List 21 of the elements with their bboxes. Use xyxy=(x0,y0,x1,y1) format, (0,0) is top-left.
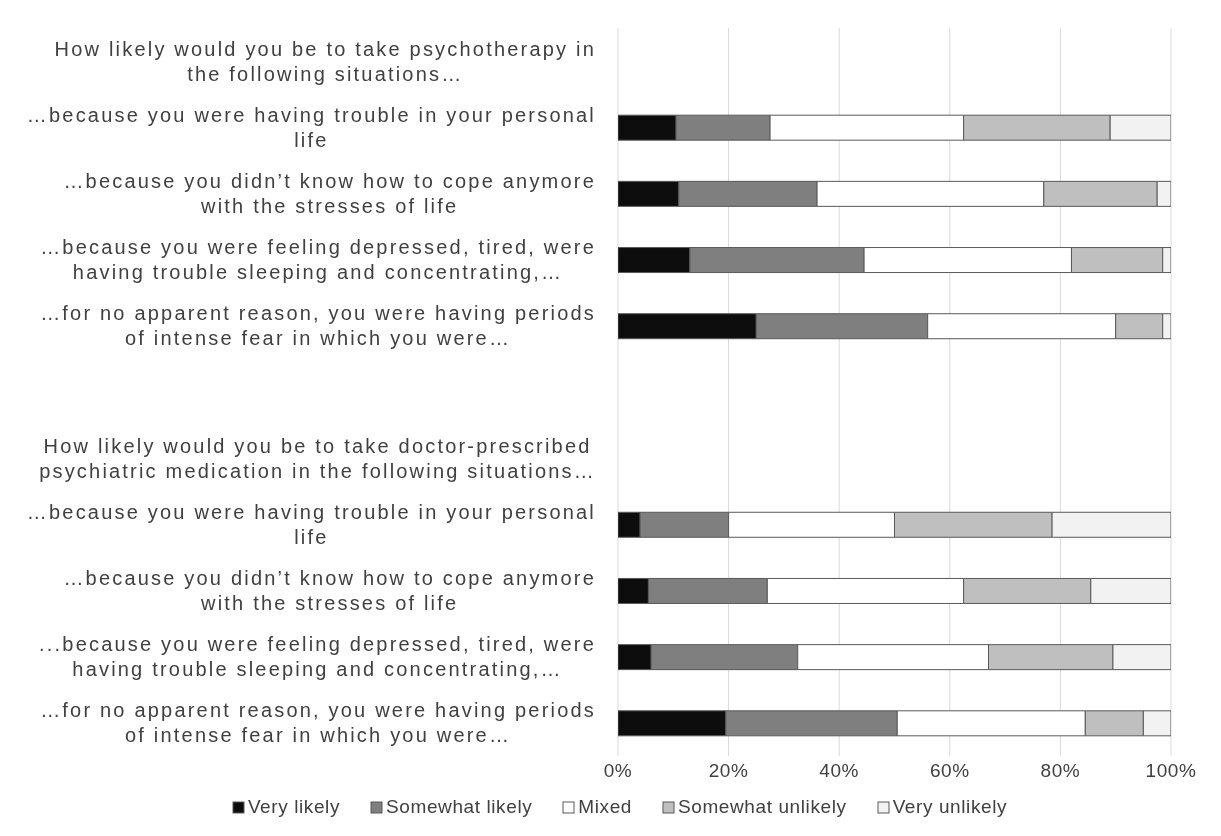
x-tick-label: 60% xyxy=(929,760,970,782)
x-tick-label: 100% xyxy=(1145,760,1197,782)
y-tick-label: …because you were having trouble in your personal life xyxy=(26,500,596,548)
legend-label: Mixed xyxy=(577,796,632,818)
x-tick-label: 40% xyxy=(819,760,860,782)
legend-label: Somewhat unlikely xyxy=(677,796,847,818)
x-tick-label: 0% xyxy=(603,760,633,782)
y-tick-label: …for no apparent reason, you were having periods of intense fear in which you were… xyxy=(40,302,596,350)
y-tick-label: …because you were feeling depressed, tired, were having trouble sleeping and concentrating,… xyxy=(40,236,596,284)
y-tick-label: How likely would you be to take doctor-prescribed psychiatric medication in the following situations… xyxy=(39,434,596,482)
legend-label: Very unlikely xyxy=(891,796,1008,818)
y-tick-label: …because you didn’t know how to cope anymore with the stresses of life xyxy=(63,169,597,217)
y-tick-label: …because you didn’t know how to cope anymore with the stresses of life xyxy=(63,567,597,615)
y-tick-label: ...because you were feeling depressed, tired, were having trouble sleeping and concentrating,… xyxy=(39,633,597,681)
legend-label: Somewhat likely xyxy=(385,796,533,818)
x-tick-label: 20% xyxy=(708,760,749,782)
y-tick-label: …because you were having trouble in your personal life xyxy=(26,103,596,151)
y-tick-label: How likely would you be to take psychotherapy in the following situations… xyxy=(54,37,597,85)
legend-label: Very likely xyxy=(246,796,341,818)
x-tick-label: 80% xyxy=(1040,760,1081,782)
y-tick-label: …for no apparent reason, you were having periods of intense fear in which you were… xyxy=(40,699,596,747)
